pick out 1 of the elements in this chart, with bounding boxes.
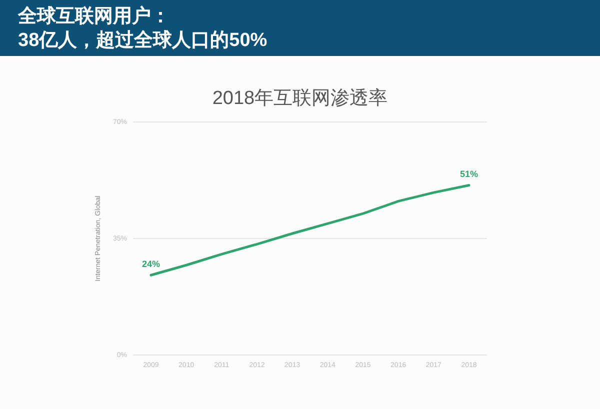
subtitle: 2018年互联网渗透率 [212,88,388,109]
